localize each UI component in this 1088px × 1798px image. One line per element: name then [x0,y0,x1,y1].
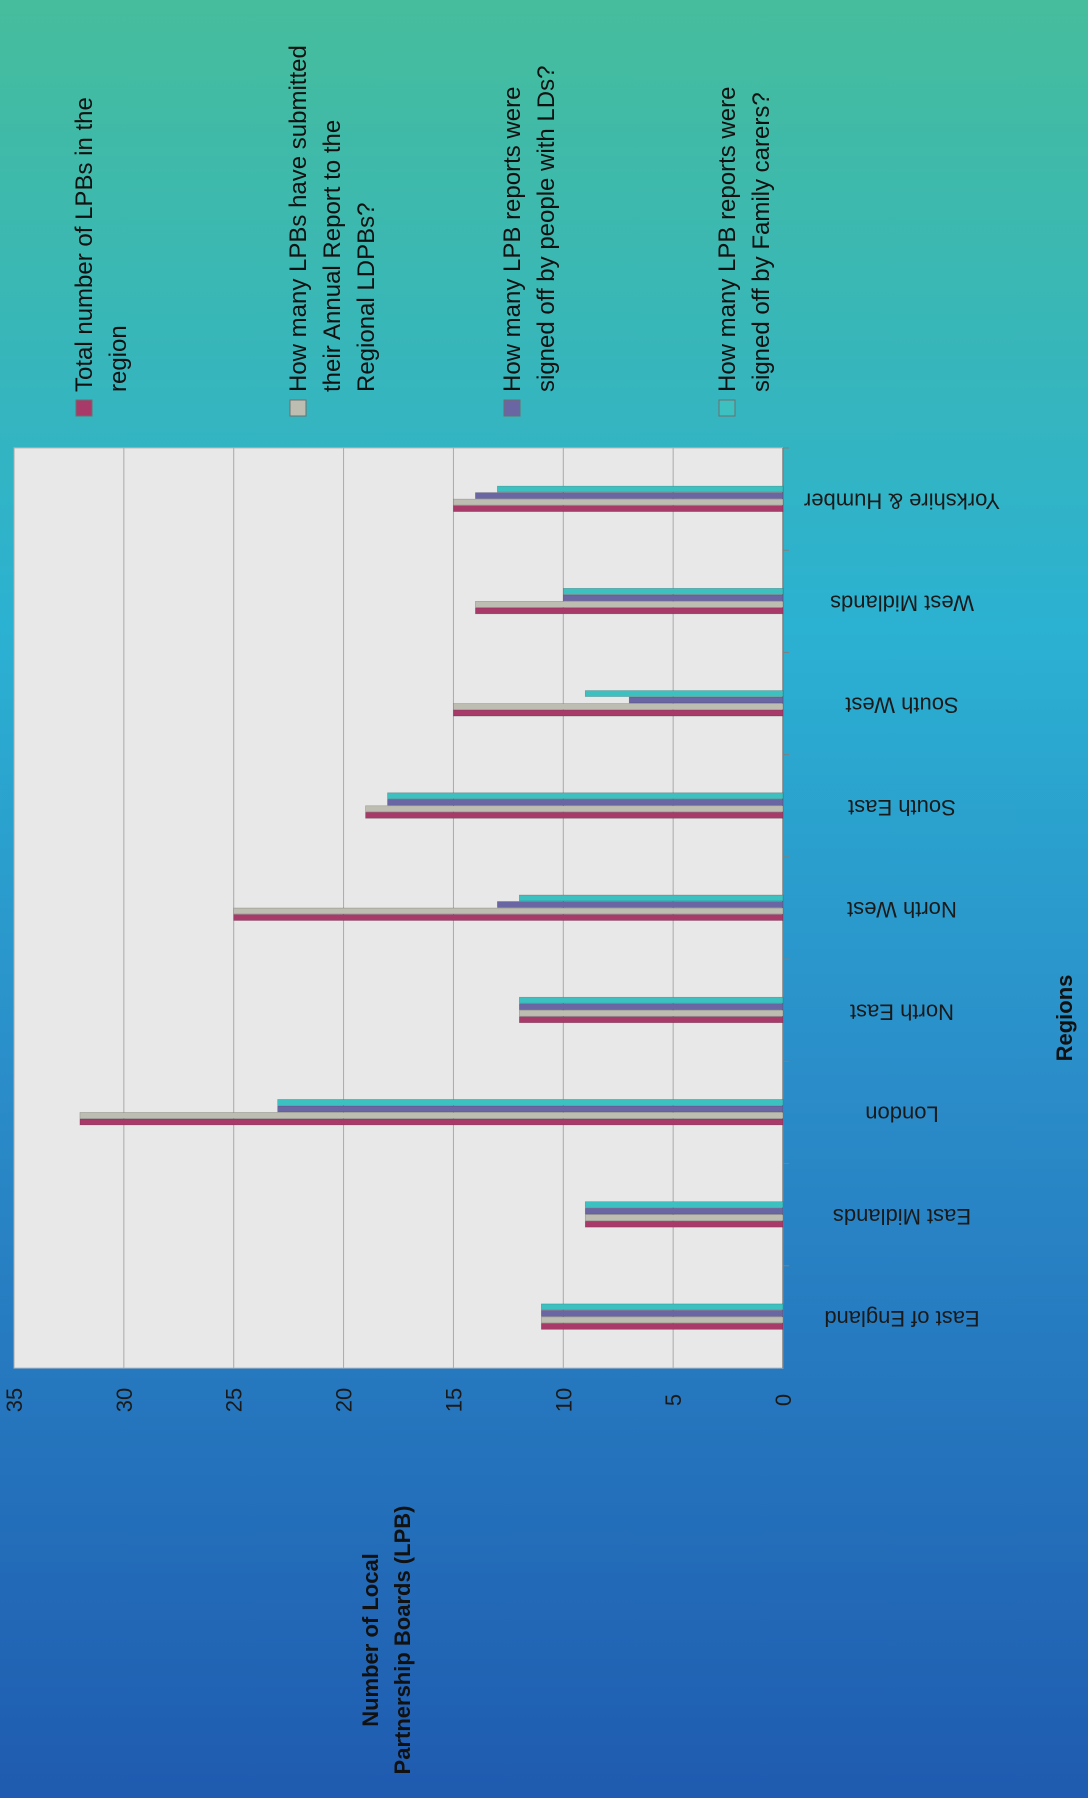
bar-1 [475,607,784,615]
legend-swatch-3 [503,399,521,417]
bar-2 [541,1316,784,1324]
y-tick-label: 5 [661,1394,686,1406]
legend-swatch-2 [289,399,307,417]
y-tick-label: 25 [222,1388,247,1412]
bar-1 [365,811,784,819]
bar-4 [519,996,784,1004]
bar-1 [519,1016,784,1024]
y-tick-label: 15 [441,1388,466,1412]
legend-label-2: Regional LDPBs? [353,203,380,392]
bar-4 [519,894,784,902]
y-axis-title-line1: Number of Local [358,1553,383,1727]
bar-4 [277,1099,784,1106]
bar-1 [79,1118,784,1126]
bar-4 [584,690,784,697]
bar-1 [453,709,784,717]
y-tick-label: 20 [332,1388,357,1412]
category-label: South West [845,693,958,718]
category-label: West Midlands [830,591,974,616]
y-tick-label: 30 [112,1388,137,1412]
bar-1 [453,505,784,512]
category-label: London [865,1102,938,1127]
bar-2 [79,1112,784,1119]
legend-label-3: signed off by people with LDs? [533,66,560,392]
bar-4 [541,1303,784,1311]
legend-swatch-1 [75,399,93,417]
legend-label-4: How many LPB reports were [714,87,741,392]
bar-4 [387,792,784,800]
bar-1 [584,1220,784,1228]
bar-2 [453,498,784,506]
bar-3 [277,1105,784,1113]
legend-label-2: How many LPBs have submitted [285,45,312,392]
y-tick-label: 0 [771,1394,796,1406]
category-label: East Midlands [833,1204,971,1229]
bar-2 [519,1009,784,1017]
bar-4 [562,588,784,595]
category-label: North West [847,897,957,922]
bar-2 [365,805,784,813]
legend-label-4: signed off by Family carers? [748,92,775,392]
y-axis-title-line2: Partnership Boards (LPB) [390,1506,415,1775]
legend-label-2: their Annual Report to the [319,120,346,392]
bar-3 [497,901,784,908]
bar-3 [562,594,784,602]
category-label: Yorkshire & Humber [804,488,1000,513]
legend-label-1: region [105,325,132,392]
y-tick-label: 35 [2,1388,27,1412]
bar-3 [541,1310,784,1317]
bar-4 [497,485,784,493]
bar-3 [519,1003,784,1011]
bar-2 [453,703,784,710]
category-label: North East [850,999,954,1024]
y-tick-label: 10 [551,1388,576,1412]
bar-3 [387,798,784,806]
bar-1 [233,914,784,921]
legend-swatch-4 [718,399,736,417]
bar-2 [475,601,784,608]
x-axis-title: Regions [1052,975,1077,1062]
legend-label-1: Total number of LPBs in the [71,97,98,392]
bar-2 [233,907,784,915]
bar-4 [584,1201,784,1208]
category-label: East of England [824,1306,979,1331]
bar-2 [584,1214,784,1221]
bar-3 [475,492,784,499]
bar-3 [628,696,784,704]
legend-label-3: How many LPB reports were [499,87,526,392]
bar-1 [541,1323,784,1330]
bar-3 [584,1207,784,1215]
category-label: South East [848,795,956,820]
